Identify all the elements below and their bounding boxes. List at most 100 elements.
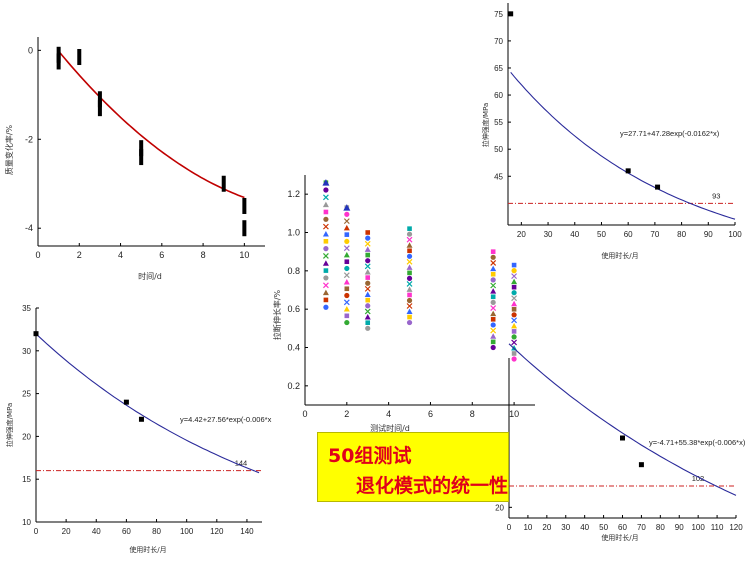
fit-equation: y=27.71+47.28exp(-0.0162*x) — [620, 129, 720, 138]
tensile-strength-chart-bottom-left: 拉伸强度/MPa 使用时长/月 y=4.42+27.56*exp(-0.006*… — [5, 304, 272, 554]
data-point — [406, 253, 413, 259]
fit-curve — [510, 71, 736, 220]
x-tick-label: 0 — [507, 523, 512, 532]
data-point — [323, 209, 329, 215]
data-point — [406, 236, 413, 243]
y-tick-label: 45 — [494, 172, 503, 181]
x-tick-label: 40 — [580, 523, 589, 532]
data-point — [365, 325, 371, 331]
x-tick-label: 40 — [570, 230, 579, 239]
x-tick-label: 80 — [152, 527, 161, 536]
x-axis-label: 测试时间/d — [370, 423, 410, 433]
x-tick-label: 20 — [62, 527, 71, 536]
data-point — [322, 230, 329, 237]
y-axis-label: 拉伸强度/MPa — [481, 103, 490, 148]
data-point — [490, 265, 497, 272]
x-tick-label: 8 — [201, 250, 206, 260]
data-point — [490, 271, 496, 277]
data-point — [322, 194, 329, 201]
data-point — [138, 416, 144, 422]
y-tick-label: 15 — [22, 475, 31, 484]
data-point — [365, 252, 371, 258]
data-point — [365, 303, 371, 309]
threshold-label: 93 — [712, 191, 720, 200]
y-tick-label: 75 — [494, 10, 503, 19]
data-point — [625, 168, 631, 174]
y-tick-label: 20 — [495, 503, 504, 512]
data-point — [490, 277, 496, 283]
x-tick-label: 100 — [180, 527, 194, 536]
summary-banner: 50组测试 退化模式的统一性 — [317, 432, 509, 502]
data-point — [343, 204, 351, 211]
x-tick-label: 60 — [122, 527, 131, 536]
data-point — [123, 399, 129, 405]
data-point — [406, 231, 413, 237]
x-tick-label: 70 — [637, 523, 646, 532]
data-point — [344, 292, 350, 299]
fit-curve — [35, 333, 260, 474]
data-point — [490, 327, 497, 334]
data-point — [490, 282, 497, 289]
y-tick-label: 30 — [22, 347, 31, 356]
y-tick-label: 10 — [22, 518, 31, 527]
data-point — [406, 258, 413, 265]
data-point — [364, 308, 371, 315]
data-point — [343, 272, 350, 279]
data-point — [344, 232, 350, 237]
x-tick-label: 100 — [691, 523, 705, 532]
data-point — [490, 260, 497, 266]
data-point — [406, 275, 413, 281]
data-point — [343, 224, 350, 231]
data-point — [511, 339, 518, 346]
data-point — [242, 197, 247, 214]
data-point — [344, 238, 350, 245]
y-tick-label: 65 — [494, 64, 503, 73]
data-point — [323, 238, 329, 244]
x-tick-label: 60 — [624, 230, 633, 239]
y-tick-label: 55 — [494, 118, 503, 127]
threshold-label: 102 — [692, 474, 705, 483]
data-point — [343, 218, 350, 225]
data-point — [364, 314, 371, 320]
data-point — [139, 149, 144, 166]
data-point — [511, 295, 518, 302]
x-tick-label: 80 — [656, 523, 665, 532]
x-tick-label: 2 — [344, 409, 349, 419]
y-tick-label: 60 — [494, 91, 503, 100]
x-tick-label: 0 — [35, 250, 40, 260]
y-tick-label: 0 — [28, 45, 33, 55]
data-point — [406, 308, 413, 315]
x-tick-label: 30 — [544, 230, 553, 239]
x-axis-label: 使用时长/月 — [601, 533, 638, 542]
data-point — [406, 303, 413, 309]
data-point — [365, 297, 371, 303]
data-point — [365, 258, 371, 264]
data-point — [406, 242, 413, 248]
data-point — [407, 248, 412, 254]
x-tick-label: 30 — [561, 523, 570, 532]
data-point — [655, 184, 661, 190]
y-tick-label: 1.2 — [287, 189, 300, 199]
data-point — [511, 284, 517, 290]
x-tick-label: 6 — [428, 409, 433, 419]
data-point — [511, 334, 517, 340]
data-point — [364, 285, 371, 292]
elongation-chart: 拉断伸长率/% 测试时间/d 0 2 4 6 8 10 0.2 0.4 0.6 0.8 1.0 1.2 — [272, 175, 535, 433]
y-tick-label: 25 — [22, 390, 31, 399]
data-point — [407, 292, 412, 298]
x-tick-label: 90 — [704, 230, 713, 239]
data-point — [511, 273, 518, 280]
data-point — [343, 245, 350, 252]
x-tick-label: 4 — [386, 409, 391, 419]
data-point — [364, 240, 371, 247]
data-point — [490, 254, 496, 260]
data-point — [322, 253, 329, 259]
data-point — [343, 299, 350, 306]
data-point — [511, 329, 517, 334]
fit-equation: y=-4.71+55.38*exp(-0.006*x) — [649, 438, 746, 447]
y-axis-label: 拉断伸长率/% — [272, 289, 282, 340]
x-tick-label: 70 — [650, 230, 659, 239]
y-tick-label: 50 — [494, 145, 503, 154]
y-tick-label: 0.4 — [287, 343, 300, 353]
data-point — [511, 356, 517, 362]
